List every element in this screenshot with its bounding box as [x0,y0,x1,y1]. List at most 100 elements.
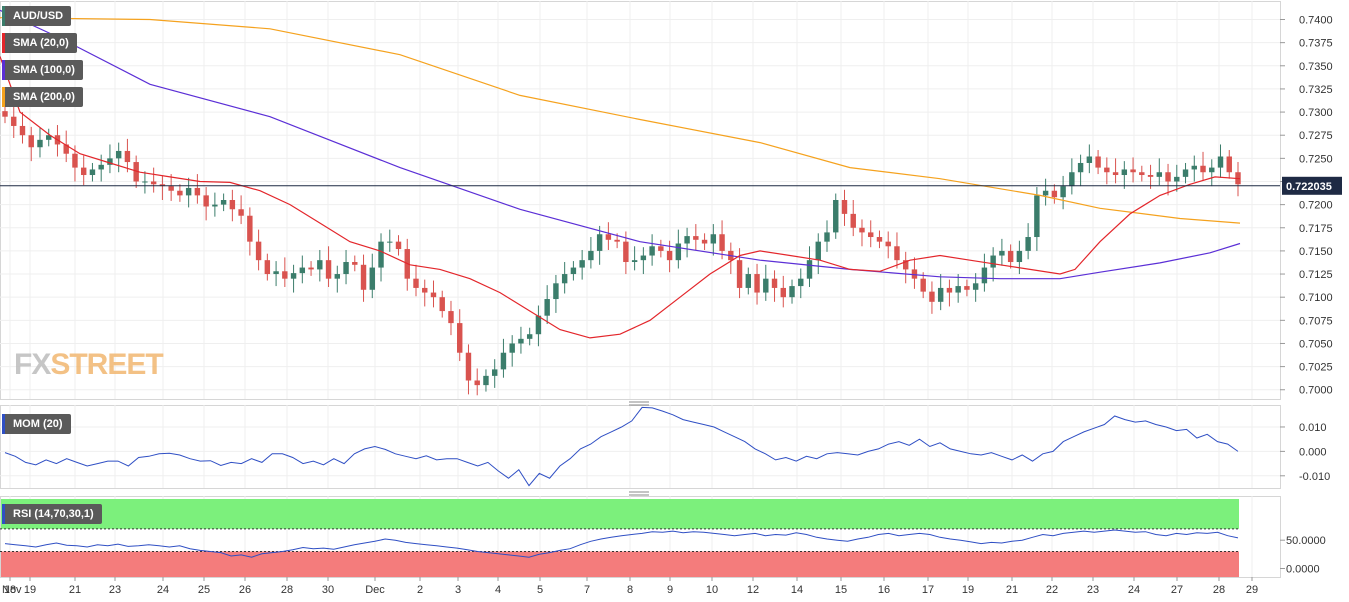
candle [745,267,752,295]
candle-body [902,260,909,270]
legend-sma200[interactable]: SMA (200,0) [2,87,83,107]
candle [1025,223,1031,260]
candle [868,220,874,248]
candle [290,264,297,293]
candle-body [719,234,725,251]
x-tick-label: Dec [365,584,385,596]
candle [902,251,909,284]
y-tick-label: 0.7175 [1299,223,1333,235]
candle [282,257,288,288]
x-tick-label: 30 [322,584,334,596]
candle [448,300,454,336]
candle-body [614,239,620,242]
candle-body [465,352,472,381]
candle [1007,244,1014,269]
candle [789,279,795,304]
candle-body [833,200,839,233]
candle-body [1007,250,1014,263]
candle-body [194,187,201,196]
candle-body [1016,250,1023,263]
candle [264,253,271,281]
candle-body [115,150,122,159]
candle [142,171,148,194]
candle-body [544,299,550,316]
legend-sma20[interactable]: SMA (20,0) [2,33,77,53]
candle [1139,165,1145,182]
candle [1147,164,1154,189]
candle [911,257,918,289]
candle-body [868,232,874,238]
candle-body [133,162,139,182]
candle [1191,155,1197,182]
candle [11,106,17,138]
candle [929,281,935,314]
candle [623,231,629,275]
candle [596,225,603,265]
candle-body [806,260,813,279]
x-tick-label: 21 [1006,584,1018,596]
legend-sma200-label: SMA (200,0) [13,91,75,103]
candle-body [413,278,419,288]
candle [474,368,480,396]
candle [640,247,647,275]
candle [491,359,498,388]
candle [509,335,515,367]
candle-body [972,283,979,290]
candle [1182,162,1189,184]
candle-body [2,111,8,117]
candle-body [37,139,43,148]
candle-body [990,255,996,268]
legend-rsi-swatch [2,504,5,524]
x-tick-label: 27 [1171,584,1183,596]
candle [124,138,131,173]
candle [98,154,104,182]
candle [535,305,542,347]
candle-body [457,323,463,353]
y-tick-label: 0.7250 [1299,153,1333,165]
legend-mom[interactable]: MOM (20) [2,414,71,434]
candle [526,327,533,346]
candle-body [308,267,314,270]
candle-body [1112,172,1119,176]
candle-body [920,278,926,292]
y-tick-label: 0.7325 [1299,84,1333,96]
candle [850,200,856,237]
candle-body [1217,156,1224,168]
candle-body [142,181,148,183]
candle-body [771,278,778,288]
candle-body [11,116,17,126]
candle [798,268,804,299]
candle [981,253,988,292]
candle-body [754,274,760,293]
candle [439,290,445,318]
mom-line [4,406,1239,487]
candle-body [561,274,568,284]
candle [1217,144,1224,178]
price-panel: 0.7400 0.7375 0.7350 0.7325 0.7300 0.7275 0.72… [0,1,1342,400]
legend-rsi[interactable]: RSI (14,70,30,1) [2,504,102,524]
candle-body [509,343,515,353]
legend-symbol[interactable]: AUD/USD [2,6,72,26]
candle [719,220,725,260]
candle [675,229,682,269]
x-tick-label: 23 [1087,584,1099,596]
candle-body [649,246,655,256]
candle-body [1226,156,1232,173]
candle-body [1051,190,1058,198]
candle-body [430,292,437,298]
candle-body [1165,172,1171,182]
fxstreet-watermark: FXSTREET [14,348,164,381]
candle-body [763,278,769,293]
candle [1042,178,1049,206]
rsi-tick-label: 0.0000 [1286,564,1320,576]
legend-sma100[interactable]: SMA (100,0) [2,60,83,80]
rsi-line [4,529,1239,558]
candle-body [789,286,795,298]
candle-body [964,286,970,290]
candle-body [247,215,253,242]
candle [999,238,1005,266]
y-tick-label: 0.7300 [1299,107,1333,119]
legend-symbol-label: AUD/USD [13,10,64,22]
candle-body [780,287,786,298]
